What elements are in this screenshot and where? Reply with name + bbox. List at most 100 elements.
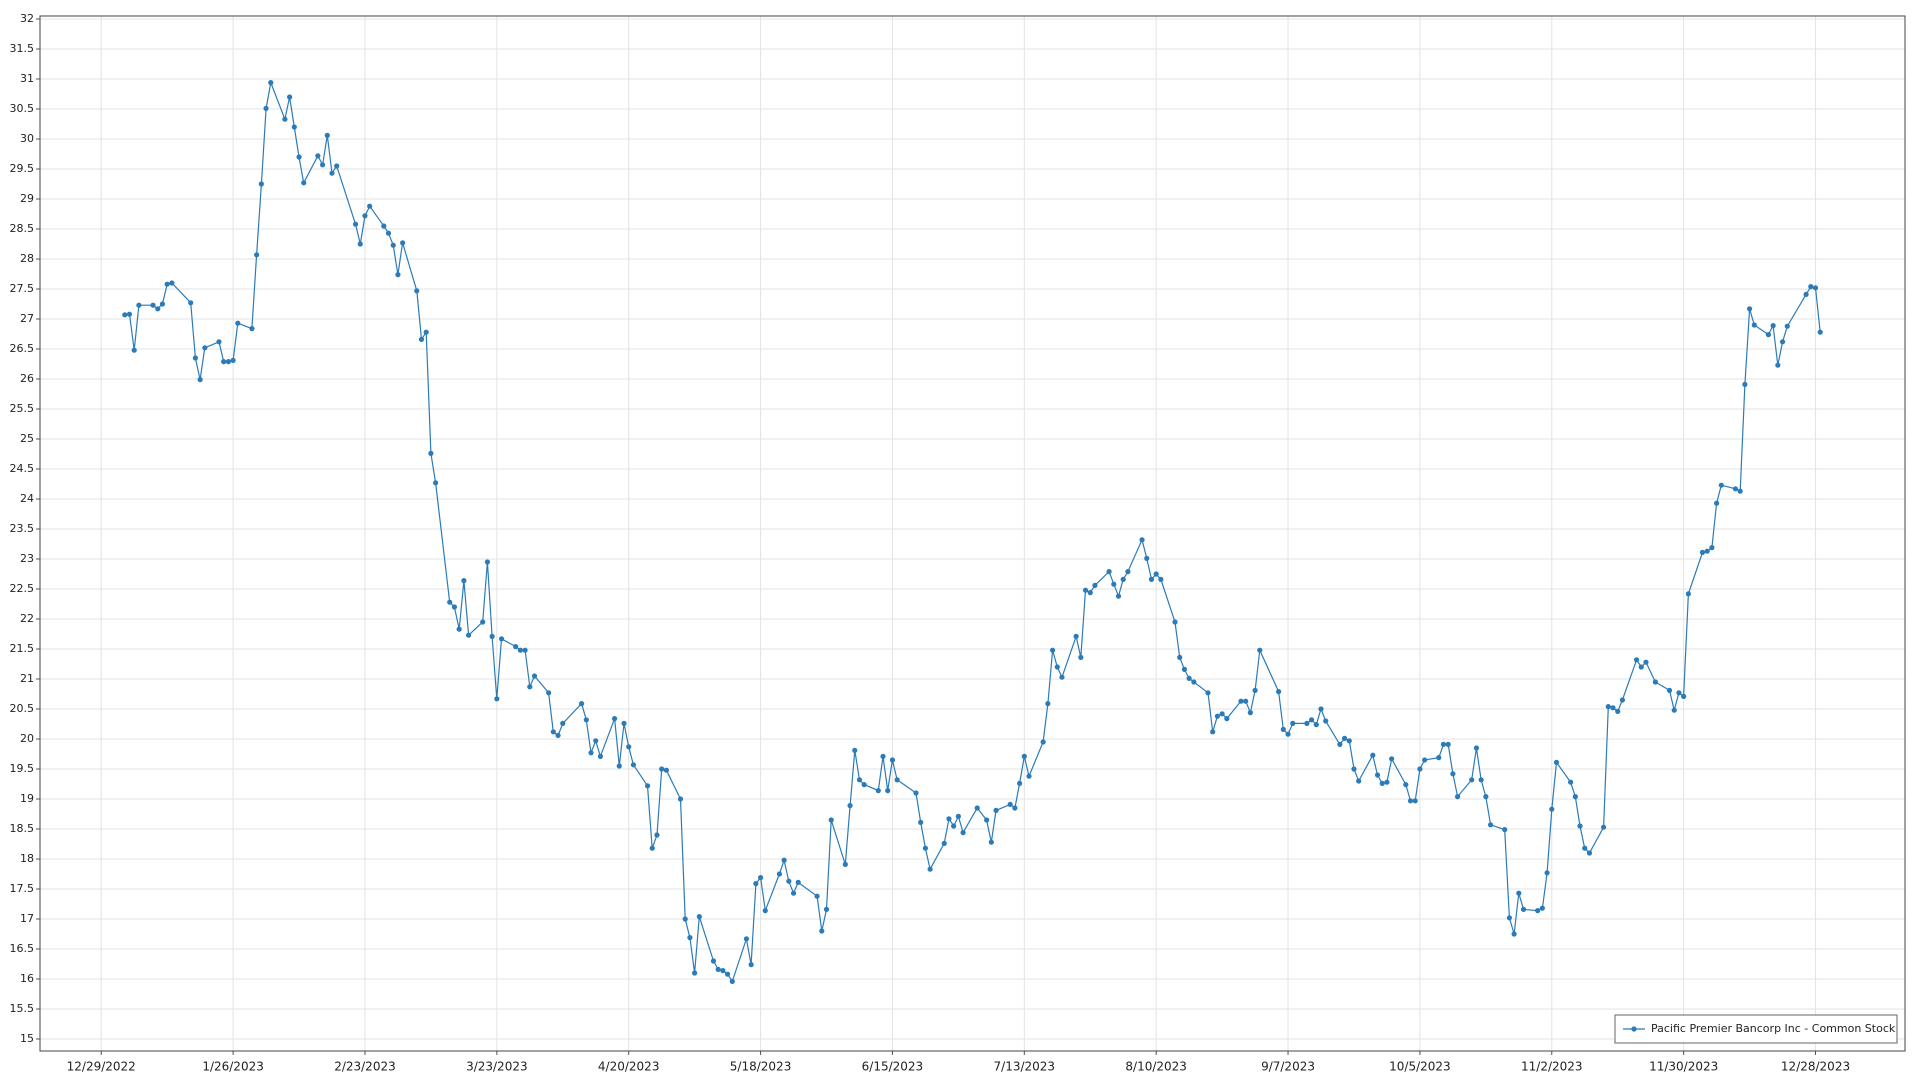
- data-point: [823, 906, 830, 913]
- data-point: [1313, 722, 1319, 728]
- y-tick-label: 18: [20, 852, 34, 865]
- data-point: [555, 732, 561, 739]
- data-point: [1082, 587, 1089, 593]
- data-point: [1115, 593, 1122, 599]
- data-point: [583, 717, 589, 723]
- data-point: [1454, 794, 1461, 800]
- data-point: [649, 845, 655, 851]
- data-point: [1087, 590, 1093, 596]
- data-point: [611, 716, 618, 722]
- data-point: [197, 377, 203, 383]
- data-point: [1803, 291, 1809, 297]
- data-point: [1285, 731, 1291, 737]
- data-point: [1016, 780, 1023, 787]
- data-point: [1615, 708, 1621, 715]
- data-point: [1737, 488, 1743, 494]
- data-point: [385, 230, 392, 236]
- legend-label: Pacific Premier Bancorp Inc - Common Sto…: [1651, 1022, 1896, 1035]
- data-point: [494, 696, 500, 702]
- data-point: [1775, 362, 1781, 368]
- data-point: [1026, 773, 1032, 779]
- data-point: [1210, 729, 1216, 735]
- data-point: [1139, 537, 1145, 543]
- data-point: [249, 326, 255, 332]
- data-point: [513, 644, 519, 650]
- data-point: [757, 875, 764, 881]
- data-point: [1318, 706, 1324, 712]
- data-point: [480, 619, 486, 625]
- y-tick-label: 22: [20, 612, 34, 625]
- data-point: [329, 170, 335, 176]
- data-point: [1633, 657, 1640, 663]
- data-point: [202, 345, 208, 351]
- y-tick-label: 27: [20, 312, 34, 325]
- data-point: [188, 300, 194, 306]
- y-tick-label: 23: [20, 552, 34, 565]
- x-tick-label: 11/30/2023: [1649, 1060, 1718, 1074]
- data-point: [1252, 687, 1258, 694]
- data-point: [856, 777, 863, 783]
- data-point: [1478, 777, 1484, 783]
- data-point: [1073, 633, 1079, 640]
- data-point: [1808, 284, 1814, 290]
- x-tick-label: 3/23/2023: [466, 1060, 528, 1074]
- x-tick-label: 12/29/2022: [67, 1060, 136, 1074]
- data-point: [291, 124, 297, 130]
- data-point: [1106, 569, 1112, 575]
- y-tick-label: 31.5: [10, 42, 35, 55]
- data-point: [1445, 741, 1451, 748]
- data-point: [1181, 666, 1188, 673]
- data-point: [447, 599, 453, 605]
- data-point: [296, 154, 302, 160]
- data-point: [1346, 738, 1352, 744]
- x-tick-label: 7/13/2023: [994, 1060, 1056, 1074]
- data-point: [362, 213, 368, 219]
- y-tick-label: 16: [20, 972, 34, 985]
- data-point: [1370, 752, 1376, 758]
- data-point: [423, 329, 429, 335]
- data-point: [1007, 801, 1013, 808]
- data-point: [922, 845, 929, 851]
- data-point: [1153, 571, 1159, 577]
- x-tick-label: 12/28/2023: [1781, 1060, 1850, 1074]
- data-point: [621, 720, 627, 727]
- data-point: [1341, 735, 1348, 742]
- data-point: [1511, 931, 1517, 937]
- data-point: [1422, 757, 1428, 763]
- data-point: [1407, 798, 1414, 804]
- data-point: [1304, 720, 1310, 727]
- data-point: [1243, 698, 1249, 704]
- data-point: [1379, 780, 1385, 787]
- data-point: [1280, 726, 1286, 733]
- data-point: [1676, 690, 1682, 696]
- series-line: [124, 80, 1821, 983]
- data-point: [710, 958, 717, 964]
- data-point: [465, 632, 472, 638]
- data-point: [390, 242, 396, 248]
- data-point: [1770, 323, 1776, 329]
- data-point: [150, 302, 156, 308]
- data-point: [753, 881, 759, 887]
- data-point: [1290, 720, 1296, 727]
- data-point: [677, 796, 684, 802]
- data-point: [1671, 707, 1677, 713]
- x-tick-label: 8/10/2023: [1125, 1060, 1187, 1074]
- data-point: [164, 281, 170, 287]
- data-point: [489, 633, 495, 640]
- data-point: [282, 116, 288, 122]
- data-point: [790, 890, 797, 896]
- data-point: [960, 830, 966, 836]
- y-tick-label: 18.5: [10, 822, 35, 835]
- data-point: [889, 757, 896, 763]
- data-point: [725, 971, 731, 977]
- data-point: [1469, 777, 1475, 783]
- data-point: [136, 302, 142, 308]
- data-point: [1111, 581, 1117, 587]
- y-tick-label: 20: [20, 732, 34, 745]
- data-point: [852, 747, 858, 754]
- data-point: [319, 162, 326, 168]
- x-tick-label: 5/18/2023: [730, 1060, 792, 1074]
- y-tick-label: 22.5: [10, 582, 35, 595]
- data-point: [1572, 794, 1578, 800]
